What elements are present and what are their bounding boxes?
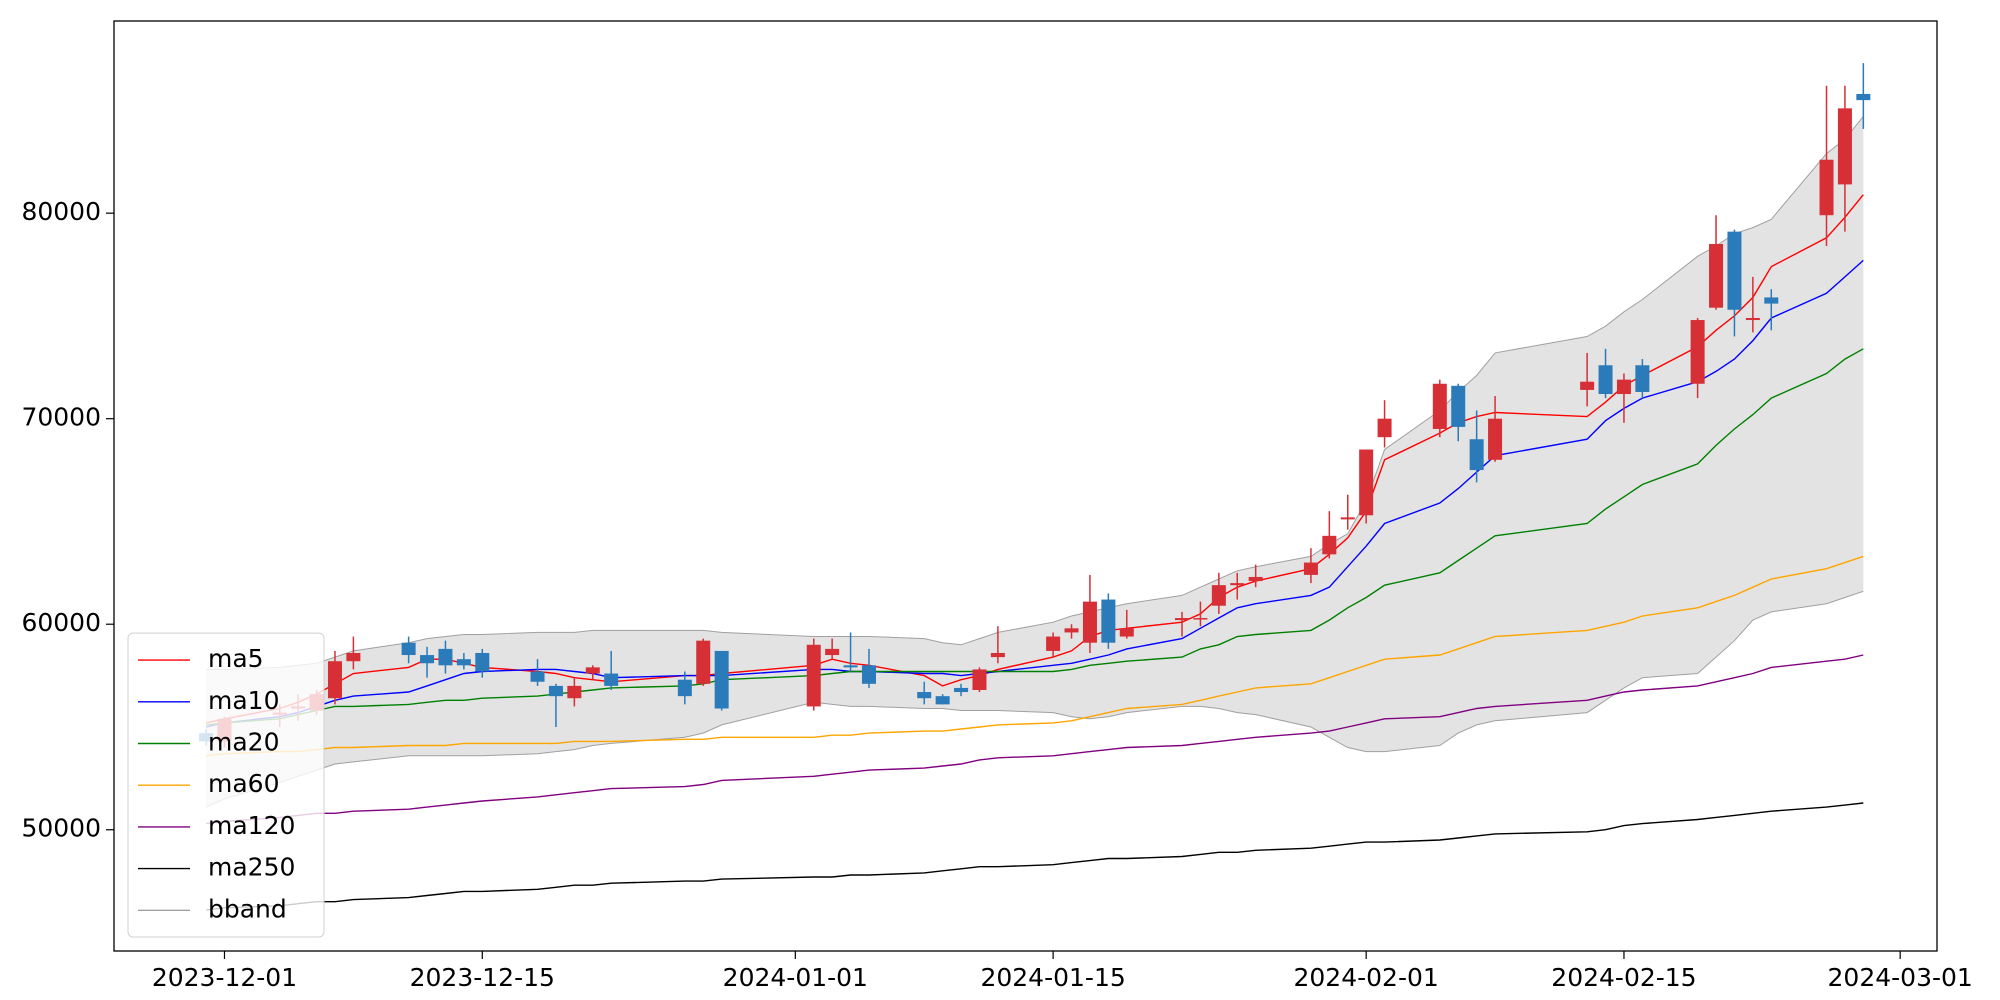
candle-body	[1488, 418, 1503, 460]
legend-label: ma120	[208, 811, 295, 840]
candle-body	[1340, 517, 1355, 520]
candle-body	[917, 692, 932, 699]
y-tick-label: 70000	[21, 403, 101, 432]
candle-body	[1046, 636, 1061, 651]
candle-body	[677, 679, 692, 697]
candle-body	[1101, 599, 1116, 643]
x-tick-label: 2024-02-01	[1294, 963, 1439, 992]
legend-label: ma60	[208, 769, 279, 798]
bband-lower	[205, 590, 1864, 808]
candle-body	[346, 652, 361, 662]
legend-label: ma20	[208, 728, 279, 757]
candle-body	[1064, 628, 1079, 633]
candle-body	[935, 696, 950, 705]
legend: ma5 ma10 ma20 ma60 ma120 ma250 bband	[127, 632, 325, 938]
candle-body	[972, 669, 987, 690]
legend-label: ma10	[208, 686, 279, 715]
x-tick-label: 2024-01-01	[723, 963, 868, 992]
candle-body	[1193, 618, 1208, 620]
candle-body	[1727, 231, 1742, 310]
legend-label: ma250	[208, 853, 295, 882]
candle-body	[1230, 583, 1245, 586]
plot-area	[199, 63, 1871, 911]
y-tick-label: 50000	[21, 814, 101, 843]
bband-area	[206, 116, 1864, 808]
ma-line	[206, 555, 1864, 757]
ma-line	[206, 654, 1864, 825]
candle-body	[548, 685, 563, 697]
candle-body	[530, 671, 545, 682]
candle-body	[1837, 108, 1852, 185]
candle-body	[825, 648, 840, 656]
x-tick-label: 2024-02-15	[1551, 963, 1696, 992]
candle-body	[327, 661, 342, 699]
candle-body	[1690, 320, 1705, 384]
x-tick-label: 2023-12-15	[410, 963, 555, 992]
candle-body	[585, 667, 600, 674]
candle-body	[1303, 562, 1318, 575]
candle-body	[1377, 418, 1392, 438]
candle-body	[1211, 585, 1226, 606]
candle-body	[1432, 383, 1447, 429]
legend-label: bband	[208, 894, 287, 923]
ma-line	[205, 259, 1864, 728]
candle-body	[806, 644, 821, 707]
candle-body	[604, 673, 619, 686]
candle-body	[456, 659, 471, 666]
axes-frame	[113, 20, 1938, 952]
candle-body	[843, 665, 858, 668]
candle-body	[1359, 449, 1374, 516]
candle-body	[420, 655, 435, 664]
candle-body	[1451, 385, 1466, 427]
candle-body	[1082, 601, 1097, 643]
candle-body	[714, 650, 729, 709]
candle-body	[1745, 317, 1760, 321]
candle-body	[990, 652, 1005, 658]
candle-body	[1580, 381, 1595, 390]
candle-body	[475, 652, 490, 672]
candle-body	[438, 648, 453, 666]
y-tick-label: 60000	[21, 608, 101, 637]
bband-upper	[206, 116, 1864, 670]
candle-body	[1598, 365, 1613, 395]
candle-body	[1856, 93, 1871, 101]
candle-body	[954, 687, 969, 693]
ma-line	[206, 348, 1864, 726]
candle-body	[1119, 628, 1134, 637]
y-tick-label: 80000	[21, 197, 101, 226]
candle-body	[1469, 439, 1484, 471]
x-tick-label: 2023-12-01	[152, 963, 297, 992]
candle-body	[861, 665, 876, 684]
legend-label: ma5	[208, 644, 264, 673]
candle-body	[1248, 576, 1263, 582]
x-tick-label: 2024-01-15	[980, 963, 1125, 992]
candle-body	[1322, 535, 1337, 555]
candle-body	[1616, 379, 1631, 395]
candle-body	[401, 642, 416, 656]
candle-body	[1764, 297, 1779, 304]
legend-box	[127, 632, 325, 938]
ma-line	[206, 802, 1864, 911]
candle-body	[1635, 365, 1650, 392]
candle-body	[1819, 159, 1834, 216]
x-tick-label: 2024-03-01	[1828, 963, 1973, 992]
candle-body	[1709, 243, 1724, 308]
candle-body	[1175, 618, 1190, 621]
candle-body	[567, 685, 582, 699]
candle-body	[696, 640, 711, 684]
